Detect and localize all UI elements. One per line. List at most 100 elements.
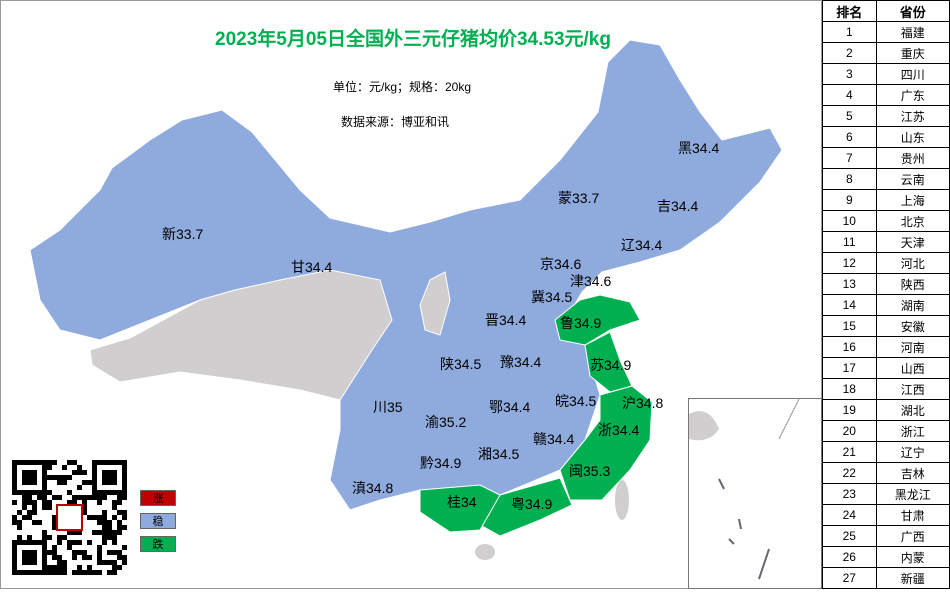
rank-cell: 4: [822, 84, 877, 106]
province-price: 34.9: [434, 455, 462, 471]
province-cell: 浙江: [875, 420, 950, 442]
province-abbr: 蒙: [558, 190, 572, 206]
province-cell: 新疆: [875, 567, 950, 589]
province-abbr: 京: [540, 256, 554, 272]
province-abbr: 黔: [420, 455, 434, 471]
table-row: 19 湖北: [822, 399, 950, 421]
province-label: 冀34.5: [531, 287, 572, 307]
province-label: 黔34.9: [420, 453, 461, 473]
province-cell: 四川: [875, 63, 950, 85]
province-cell: 天津: [875, 231, 950, 253]
region-tibet-qinghai-nodata: [89, 269, 393, 401]
zhejiang-fujian-fall: [559, 385, 653, 501]
province-abbr: 桂: [447, 494, 461, 510]
province-cell: 山东: [875, 126, 950, 148]
province-price: 34.5: [545, 289, 573, 305]
province-label: 渝35.2: [425, 412, 466, 432]
province-price: 34.9: [525, 496, 553, 512]
table-row: 3 四川: [822, 63, 950, 85]
province-abbr: 豫: [500, 354, 514, 370]
province-label: 辽34.4: [621, 235, 662, 255]
table-row: 23 黑龙江: [822, 483, 950, 505]
province-label: 浙34.4: [598, 420, 639, 440]
rank-cell: 11: [822, 231, 877, 253]
guangxi-fall: [419, 484, 501, 533]
rank-cell: 21: [822, 441, 877, 463]
table-row: 22 吉林: [822, 462, 950, 484]
table-row: 27 新疆: [822, 567, 950, 589]
province-abbr: 浙: [598, 422, 612, 438]
china-map: [29, 39, 783, 560]
province-label: 陕34.5: [440, 354, 481, 374]
province-cell: 江苏: [875, 105, 950, 127]
province-price: 34.4: [499, 312, 527, 328]
province-label: 吉34.4: [657, 196, 698, 216]
province-abbr: 川: [373, 399, 387, 415]
province-cell: 甘肃: [875, 504, 950, 526]
province-label: 皖34.5: [555, 391, 596, 411]
province-cell: 云南: [875, 168, 950, 190]
province-price: 34.9: [574, 315, 602, 331]
province-label: 沪34.8: [622, 393, 663, 413]
province-price: 34.6: [554, 256, 582, 272]
province-label: 甘34.4: [291, 257, 332, 277]
table-row: 15 安徽: [822, 315, 950, 337]
province-cell: 湖北: [875, 399, 950, 421]
table-row: 14 湖南: [822, 294, 950, 316]
table-row: 16 河南: [822, 336, 950, 358]
province-label: 晋34.4: [485, 310, 526, 330]
province-cell: 吉林: [875, 462, 950, 484]
rank-cell: 1: [822, 21, 877, 43]
province-cell: 陕西: [875, 273, 950, 295]
province-abbr: 湘: [478, 446, 492, 462]
rank-cell: 23: [822, 483, 877, 505]
province-abbr: 苏: [590, 357, 604, 373]
province-cell: 广东: [875, 84, 950, 106]
province-price: 34.4: [612, 422, 640, 438]
province-price: 34.4: [671, 198, 699, 214]
rank-cell: 22: [822, 462, 877, 484]
table-row: 7 贵州: [822, 147, 950, 169]
table-row: 1 福建: [822, 21, 950, 43]
source-label: 数据来源：博亚和讯: [341, 115, 450, 129]
table-row: 10 北京: [822, 210, 950, 232]
province-abbr: 鲁: [560, 315, 574, 331]
province-abbr: 粤: [511, 496, 525, 512]
table-row: 21 辽宁: [822, 441, 950, 463]
legend-stable: 稳: [140, 513, 176, 529]
qr-code[interactable]: [12, 460, 127, 575]
province-price: 34.4: [692, 140, 720, 156]
province-price: 35: [387, 399, 403, 415]
shandong-fall: [554, 294, 641, 346]
province-cell: 江西: [875, 378, 950, 400]
province-abbr: 晋: [485, 312, 499, 328]
table-row: 5 江苏: [822, 105, 950, 127]
province-price: 35.3: [583, 463, 611, 479]
table-row: 4 广东: [822, 84, 950, 106]
province-cell: 福建: [875, 21, 950, 43]
table-row: 2 重庆: [822, 42, 950, 64]
rank-cell: 27: [822, 567, 877, 589]
province-price: 34.4: [635, 237, 663, 253]
table-row: 18 江西: [822, 378, 950, 400]
province-cell: 内蒙: [875, 546, 950, 568]
province-price: 34.5: [454, 356, 482, 372]
rank-cell: 20: [822, 420, 877, 442]
legend-fall: 跌: [140, 536, 176, 552]
province-price: 34.4: [503, 399, 531, 415]
province-cell: 北京: [875, 210, 950, 232]
province-label: 赣34.4: [533, 429, 574, 449]
province-cell: 安徽: [875, 315, 950, 337]
province-label: 桂34: [447, 492, 477, 512]
table-row: 13 陕西: [822, 273, 950, 295]
hainan: [475, 544, 495, 560]
rank-cell: 25: [822, 525, 877, 547]
province-abbr: 陕: [440, 356, 454, 372]
province-price: 34.6: [584, 273, 612, 289]
legend-rise: 涨: [140, 490, 176, 506]
province-price: 34.8: [636, 395, 664, 411]
province-label: 蒙33.7: [558, 188, 599, 208]
province-abbr: 新: [162, 226, 176, 242]
table-row: 8 云南: [822, 168, 950, 190]
table-row: 6 山东: [822, 126, 950, 148]
